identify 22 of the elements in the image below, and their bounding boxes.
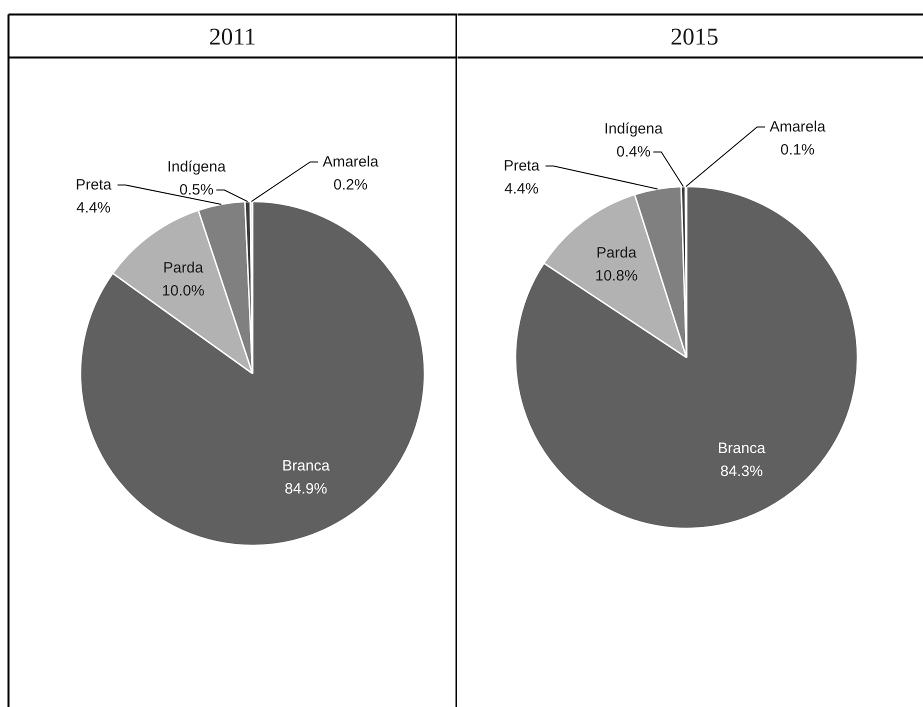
data-label: 84.3% [720, 462, 763, 480]
slice-label: Preta [76, 176, 112, 194]
data-label: 0.4% [616, 144, 651, 160]
data-label: 0.1% [780, 142, 815, 158]
slice-label: Indígena [167, 158, 226, 176]
data-label: 4.4% [504, 180, 539, 198]
slice-label: Indígena [604, 120, 664, 138]
slice-label: Preta [504, 158, 540, 174]
slice-label: Branca [282, 458, 330, 475]
data-label: 4.4% [76, 200, 111, 216]
slice-label: Branca [718, 440, 766, 457]
slice-label: Parda [596, 244, 638, 262]
data-label: 10.8% [595, 268, 638, 285]
chart-title: 2011 [208, 24, 256, 50]
data-label: 0.5% [179, 182, 214, 198]
data-label: 10.0% [162, 282, 204, 300]
slice-label: Parda [163, 259, 204, 276]
data-label: 84.9% [284, 480, 328, 498]
chart-title: 2015 [670, 24, 718, 50]
data-label: 0.2% [333, 176, 368, 194]
slice-label: Amarela [322, 154, 380, 170]
slice-label: Amarela [770, 118, 826, 136]
